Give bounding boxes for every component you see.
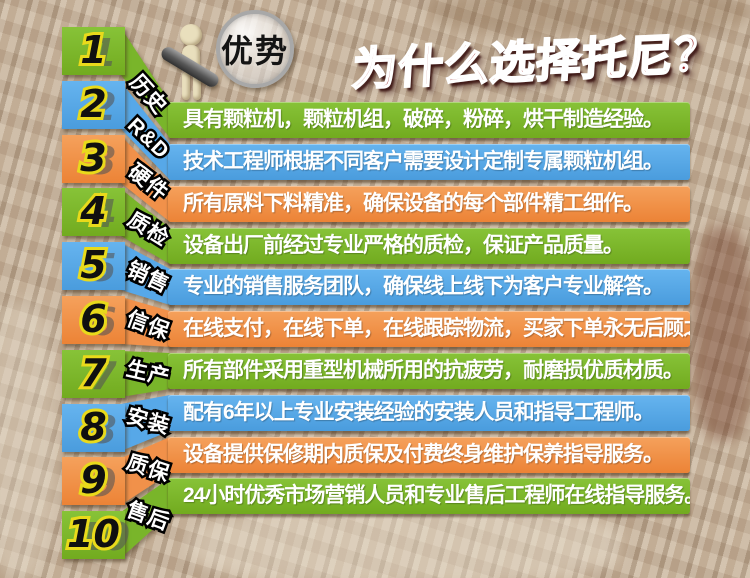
number-text: 6 bbox=[80, 297, 107, 341]
number-block: 10 10 10 bbox=[62, 509, 130, 559]
number-outline: 8 bbox=[77, 402, 109, 452]
number-outline: 3 bbox=[77, 133, 109, 183]
benefit-text: 技术工程师根据不同客户需要设计定制专属颗粒机组。 bbox=[183, 150, 664, 173]
background-light-patch bbox=[0, 300, 55, 578]
number-ghost: 7 bbox=[90, 354, 117, 398]
number-outline: 6 bbox=[77, 294, 109, 344]
number-text: 4 bbox=[80, 189, 107, 233]
number-outline: 4 bbox=[77, 186, 109, 236]
number-outline: 9 bbox=[77, 455, 109, 505]
number-ghost: 9 bbox=[90, 461, 117, 505]
benefit-row: 技术工程师根据不同客户需要设计定制专属颗粒机组。 bbox=[168, 144, 690, 180]
benefit-row: 所有部件采用重型机械所用的抗疲劳，耐磨损优质材质。 bbox=[168, 353, 690, 389]
background-dark-patch bbox=[430, 0, 750, 36]
number-text: 9 bbox=[80, 458, 107, 502]
benefit-row: 设备提供保修期内质保及付费终身维护保养指导服务。 bbox=[168, 437, 690, 473]
benefit-row: 24小时优秀市场营销人员和专业售后工程师在线指导服务。 bbox=[168, 478, 690, 514]
benefit-row: 具有颗粒机，颗粒机组，破碎，粉碎，烘干制造经验。 bbox=[168, 102, 690, 138]
number-outline: 5 bbox=[77, 240, 109, 290]
ribbon-band bbox=[121, 243, 170, 305]
ribbon-band bbox=[121, 437, 170, 505]
background-dark-patch bbox=[692, 225, 750, 440]
magnifier-badge-icon: 优势 bbox=[216, 10, 294, 88]
number-outline: 10 bbox=[64, 509, 123, 559]
person-leg bbox=[193, 72, 201, 100]
benefit-row: 专业的销售服务团队，确保线上线下为客户专业解答。 bbox=[168, 269, 690, 305]
number-text: 1 bbox=[80, 28, 107, 72]
ribbon-band bbox=[121, 28, 170, 138]
page-title: 为什么选择托尼？ bbox=[350, 27, 723, 96]
number-ghost: 1 bbox=[90, 31, 117, 75]
number-ghost: 8 bbox=[90, 408, 117, 452]
benefit-text: 专业的销售服务团队，确保线上线下为客户专业解答。 bbox=[183, 275, 664, 298]
number-text: 8 bbox=[80, 405, 107, 449]
benefit-row: 配有6年以上专业安装经验的安装人员和指导工程师。 bbox=[168, 395, 690, 431]
number-text: 2 bbox=[80, 82, 107, 126]
benefit-text: 配有6年以上专业安装经验的安装人员和指导工程师。 bbox=[183, 401, 655, 424]
ribbon-band bbox=[121, 136, 170, 222]
number-outline: 1 bbox=[77, 25, 109, 75]
number-ghost: 2 bbox=[90, 85, 117, 129]
benefit-row: 在线支付，在线下单，在线跟踪物流，买家下单永无后顾之忧。 bbox=[168, 311, 690, 347]
benefit-text: 所有部件采用重型机械所用的抗疲劳，耐磨损优质材质。 bbox=[183, 359, 684, 382]
ribbon-band bbox=[121, 395, 170, 451]
ribbon-band bbox=[121, 189, 170, 264]
number-text: 7 bbox=[80, 351, 107, 395]
person-head bbox=[180, 24, 202, 46]
number-ghost: 5 bbox=[90, 246, 117, 290]
benefit-text: 24小时优秀市场营销人员和专业售后工程师在线指导服务。 bbox=[183, 484, 690, 507]
number-outline: 7 bbox=[77, 348, 109, 398]
number-ghost: 4 bbox=[90, 192, 117, 236]
number-text: 3 bbox=[80, 136, 107, 180]
number-text: 5 bbox=[80, 243, 107, 287]
benefit-text: 在线支付，在线下单，在线跟踪物流，买家下单永无后顾之忧。 bbox=[183, 317, 690, 340]
ribbon-band bbox=[121, 351, 170, 397]
number-outline: 2 bbox=[77, 79, 109, 129]
number-ghost: 10 bbox=[77, 515, 130, 559]
benefit-row: 设备出厂前经过专业严格的质检，保证产品质量。 bbox=[168, 228, 690, 264]
number-text: 10 bbox=[67, 512, 120, 556]
number-ghost: 6 bbox=[90, 300, 117, 344]
ribbon-band bbox=[121, 478, 170, 558]
benefit-row: 所有原料下料精准，确保设备的每个部件精工细作。 bbox=[168, 186, 690, 222]
badge-label: 优势 bbox=[220, 33, 289, 69]
benefit-text: 设备提供保修期内质保及付费终身维护保养指导服务。 bbox=[183, 443, 664, 466]
ribbon-band bbox=[121, 297, 170, 347]
benefit-text: 所有原料下料精准，确保设备的每个部件精工细作。 bbox=[183, 192, 644, 215]
background-light-patch bbox=[190, 505, 620, 578]
ribbon-band bbox=[121, 82, 170, 180]
benefit-text: 设备出厂前经过专业严格的质检，保证产品质量。 bbox=[183, 234, 624, 257]
benefit-text: 具有颗粒机，颗粒机组，破碎，粉碎，烘干制造经验。 bbox=[183, 108, 664, 131]
person-leg bbox=[182, 72, 190, 100]
number-ghost: 3 bbox=[90, 139, 117, 183]
